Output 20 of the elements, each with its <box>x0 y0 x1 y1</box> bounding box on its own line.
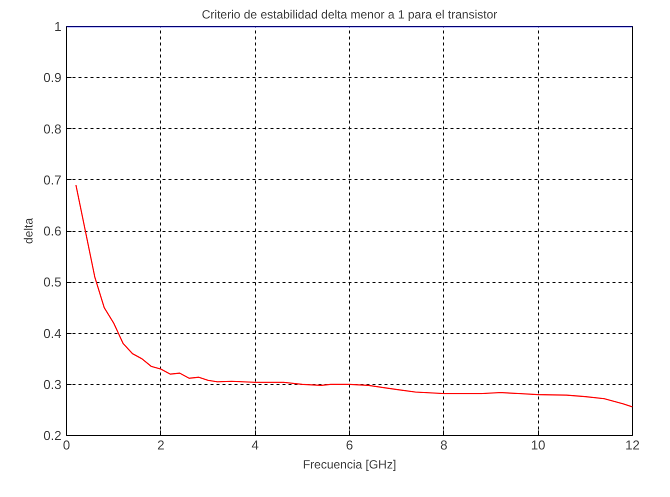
x-tick-label: 4 <box>252 438 259 452</box>
y-tick-label: 0.8 <box>43 121 62 136</box>
y-tick-label: 0.9 <box>43 70 62 86</box>
y-tick-label: 1 <box>54 19 62 34</box>
x-axis-title: Frecuencia [GHz] <box>302 458 396 472</box>
y-tick-label: 0.3 <box>43 376 62 392</box>
x-tick-label: 2 <box>157 438 164 452</box>
x-tick-label: 6 <box>346 438 354 452</box>
line-series <box>75 184 632 408</box>
y-tick-label: 0.5 <box>43 274 62 290</box>
y-tick-label: 0.4 <box>43 326 62 341</box>
x-tick-label: 10 <box>530 438 546 452</box>
x-tick-label: 8 <box>440 438 448 452</box>
y-tick-label: 0.2 <box>43 428 62 443</box>
x-tick-label: 12 <box>625 438 640 452</box>
chart-title: Criterio de estabilidad delta menor a 1 para el transistor <box>202 8 498 22</box>
x-tick-label: 0 <box>62 438 70 452</box>
y-axis-title: delta <box>21 218 36 244</box>
y-tick-label: 0.7 <box>43 172 62 188</box>
y-tick-label: 0.6 <box>43 224 62 238</box>
